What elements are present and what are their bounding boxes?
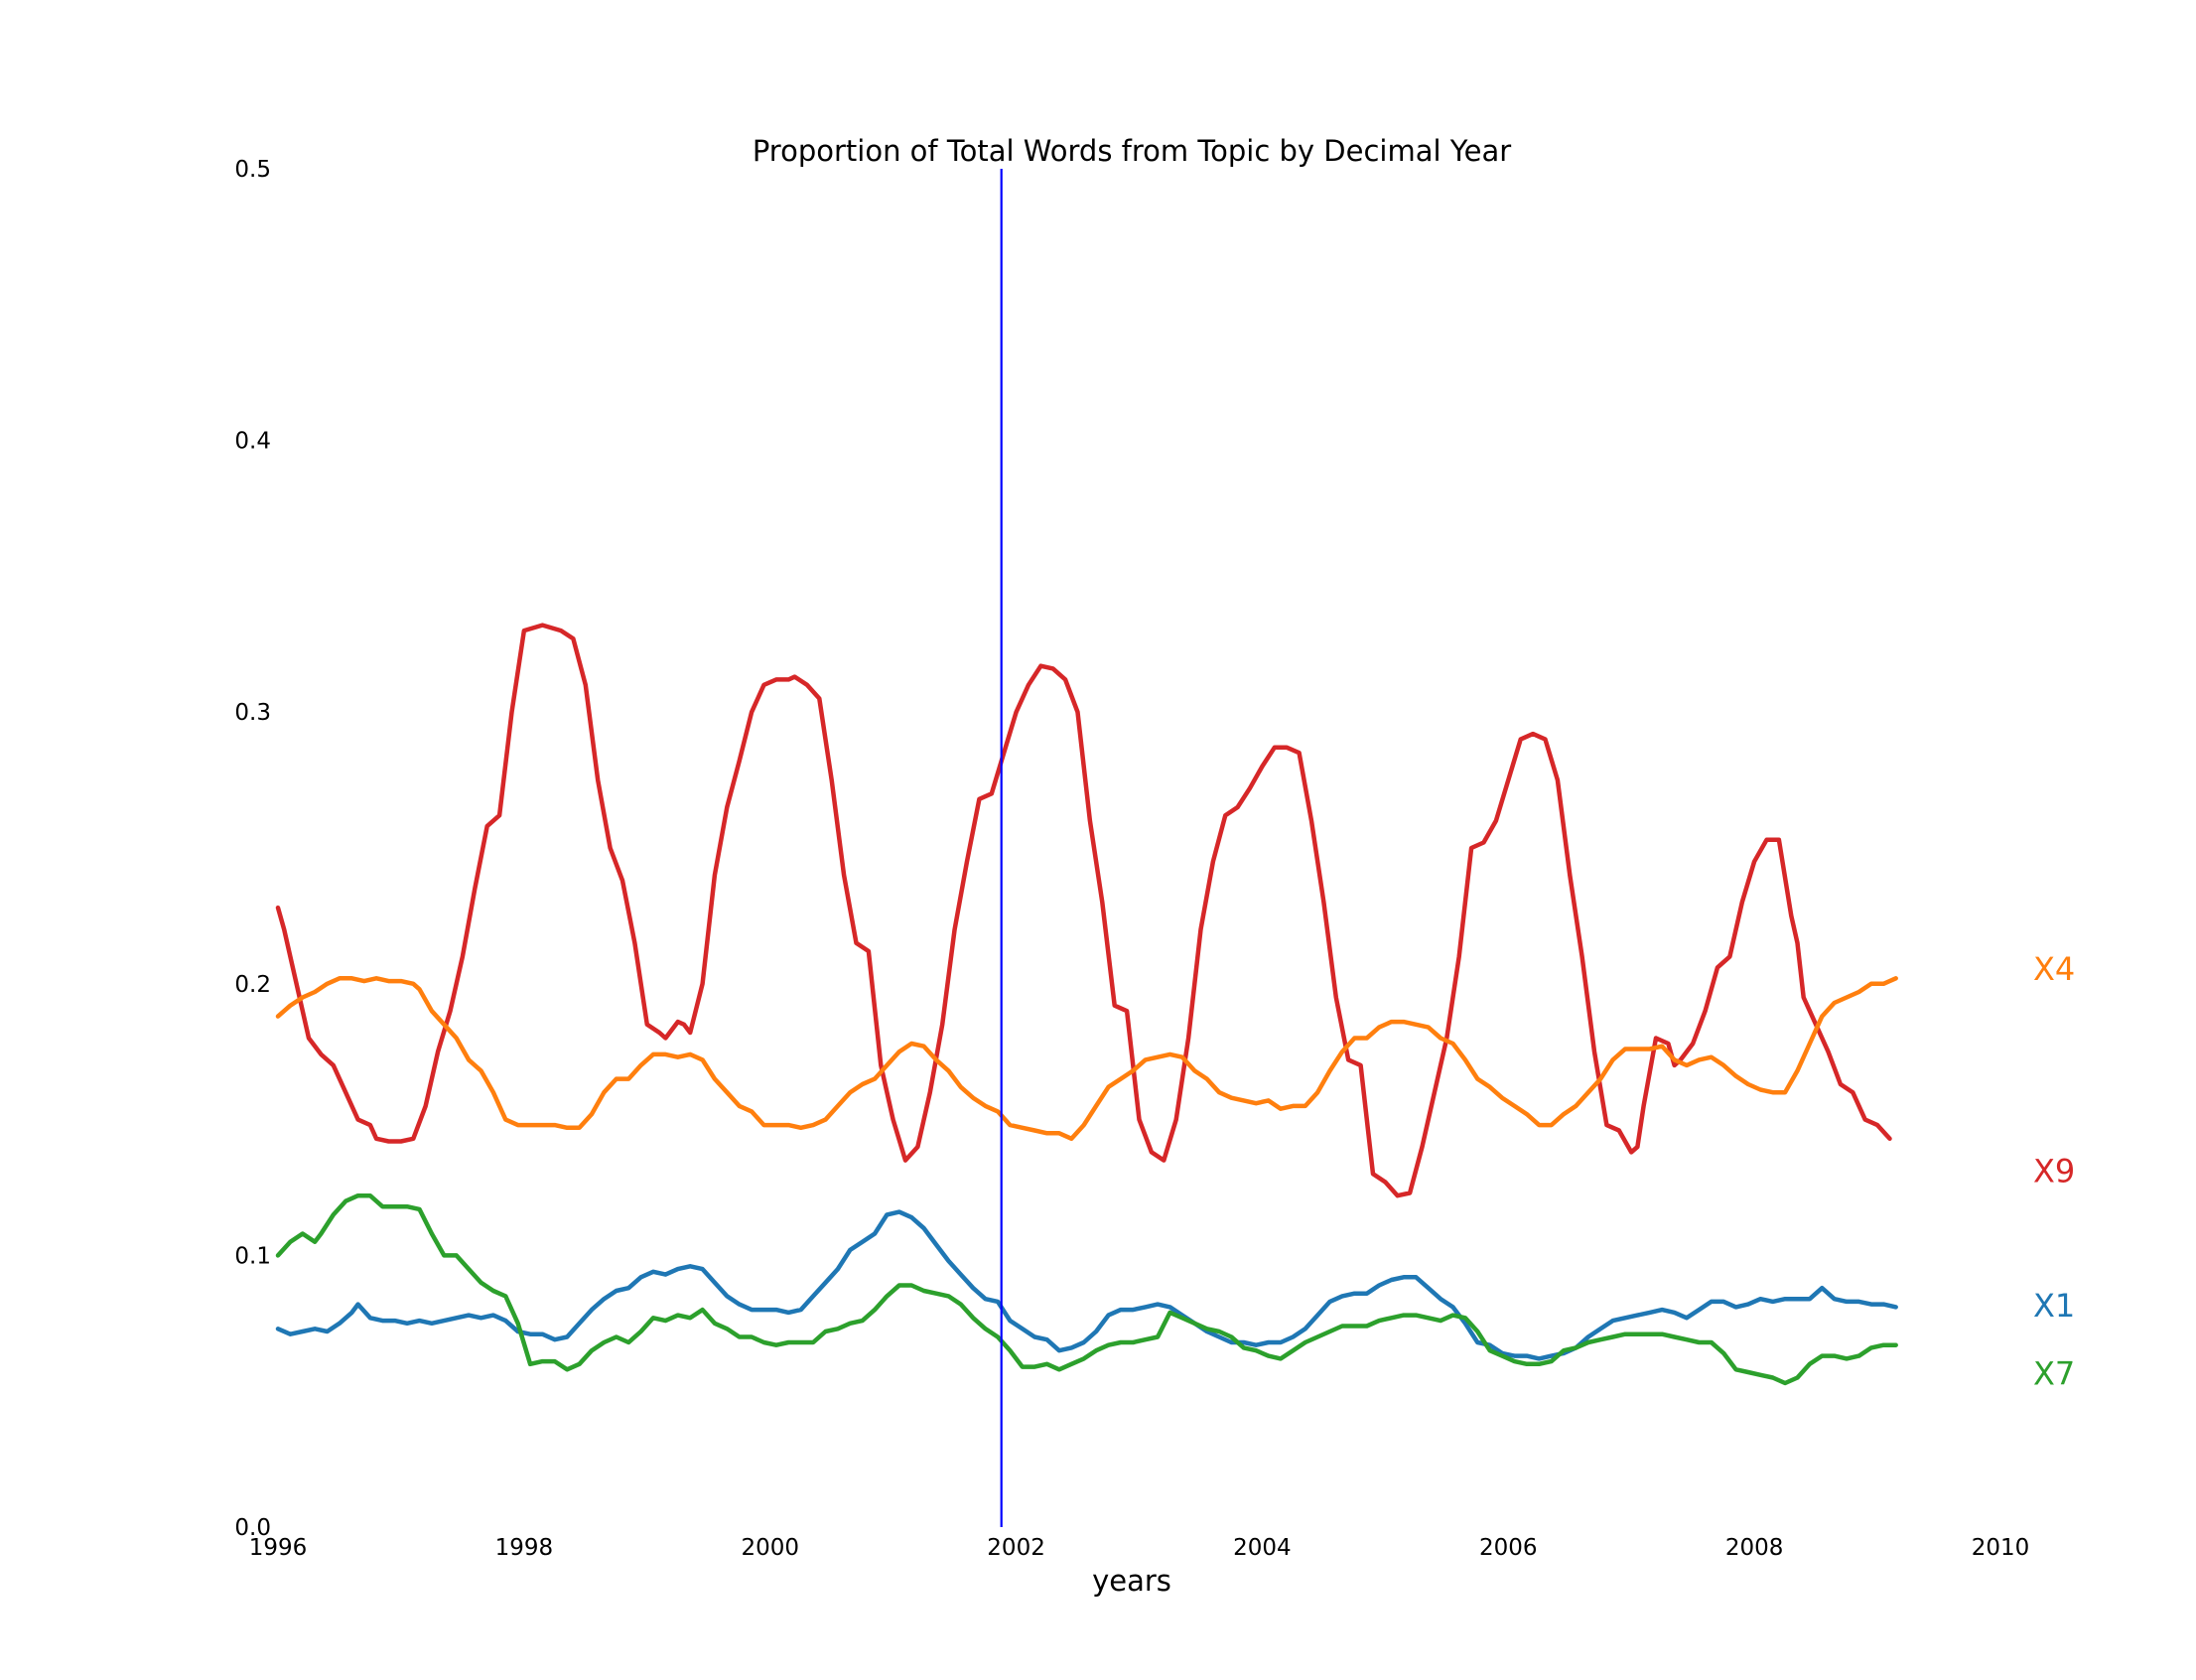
x-axis-label: years [1092, 1564, 1171, 1598]
series-line-x7 [275, 1192, 1898, 1386]
x-tick-label: 1996 [249, 1535, 308, 1561]
series-line-x9 [275, 623, 1892, 1198]
series-lines [275, 623, 1898, 1386]
x-tick-label: 2010 [1972, 1535, 2030, 1561]
series-labels: X9 X4 X1 X7 [2033, 950, 2075, 1393]
series-label-x7: X7 [2033, 1354, 2075, 1392]
y-tick-label: 0.5 [234, 157, 271, 183]
x-tick-label: 2000 [741, 1535, 799, 1561]
y-tick-label: 0.2 [234, 972, 271, 998]
x-tick-label: 2004 [1233, 1535, 1292, 1561]
x-tick-label: 2008 [1725, 1535, 1784, 1561]
y-tick-label: 0.3 [234, 700, 271, 726]
x-tick-label: 2006 [1479, 1535, 1538, 1561]
series-line-x1 [275, 1209, 1898, 1361]
x-tick-label: 2002 [987, 1535, 1045, 1561]
series-line-x4 [275, 976, 1898, 1142]
y-axis-ticks: 0.0 0.1 0.2 0.3 0.4 0.5 [234, 157, 271, 1541]
x-tick-label: 1998 [495, 1535, 554, 1561]
chart-title: Proportion of Total Words from Topic by … [753, 134, 1511, 168]
series-label-x1: X1 [2033, 1287, 2075, 1325]
y-tick-label: 0.4 [234, 429, 271, 455]
y-tick-label: 0.1 [234, 1243, 271, 1269]
y-tick-label: 0.0 [234, 1515, 271, 1541]
series-label-x9: X9 [2033, 1153, 2075, 1190]
series-label-x4: X4 [2033, 950, 2075, 988]
x-axis-ticks: 1996 1998 2000 2002 2004 2006 2008 2010 [249, 1535, 2030, 1561]
